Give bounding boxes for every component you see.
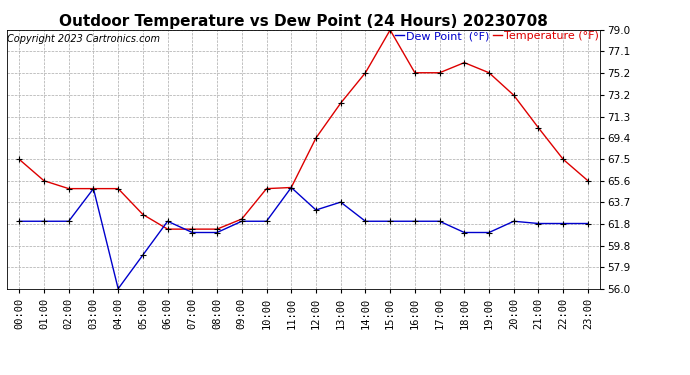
Temperature (°F) <box>435 70 444 75</box>
Dew Point  (°F) <box>485 230 493 235</box>
Dew Point  (°F) <box>139 253 147 257</box>
Dew Point  (°F) <box>213 230 221 235</box>
Temperature (°F) <box>337 101 345 105</box>
Temperature (°F) <box>164 227 172 231</box>
Temperature (°F) <box>65 186 73 191</box>
Dew Point  (°F) <box>386 219 394 224</box>
Dew Point  (°F) <box>411 219 419 224</box>
Dew Point  (°F) <box>15 219 23 224</box>
Temperature (°F) <box>114 186 122 191</box>
Dew Point  (°F) <box>262 219 270 224</box>
Dew Point  (°F) <box>237 219 246 224</box>
Dew Point  (°F) <box>460 230 469 235</box>
Temperature (°F) <box>262 186 270 191</box>
Dew Point  (°F) <box>65 219 73 224</box>
Dew Point  (°F) <box>337 200 345 204</box>
Temperature (°F) <box>460 60 469 65</box>
Dew Point  (°F) <box>114 286 122 291</box>
Temperature (°F) <box>534 126 542 130</box>
Dew Point  (°F) <box>510 219 518 224</box>
Temperature (°F) <box>485 70 493 75</box>
Dew Point  (°F) <box>89 186 97 191</box>
Temperature (°F) <box>188 227 197 231</box>
Dew Point  (°F) <box>559 221 567 226</box>
Temperature (°F) <box>40 178 48 183</box>
Dew Point  (°F) <box>188 230 197 235</box>
Temperature (°F) <box>312 136 320 140</box>
Temperature (°F) <box>287 185 295 190</box>
Dew Point  (°F) <box>362 219 370 224</box>
Dew Point  (°F) <box>584 221 592 226</box>
Legend: Dew Point  (°F), Temperature (°F): Dew Point (°F), Temperature (°F) <box>395 31 599 41</box>
Text: Copyright 2023 Cartronics.com: Copyright 2023 Cartronics.com <box>7 34 160 44</box>
Temperature (°F) <box>362 70 370 75</box>
Dew Point  (°F) <box>287 185 295 190</box>
Dew Point  (°F) <box>40 219 48 224</box>
Line: Temperature (°F): Temperature (°F) <box>17 27 591 232</box>
Temperature (°F) <box>386 28 394 32</box>
Temperature (°F) <box>237 217 246 221</box>
Temperature (°F) <box>89 186 97 191</box>
Temperature (°F) <box>584 178 592 183</box>
Line: Dew Point  (°F): Dew Point (°F) <box>17 185 591 291</box>
Temperature (°F) <box>213 227 221 231</box>
Temperature (°F) <box>411 70 419 75</box>
Temperature (°F) <box>510 93 518 98</box>
Dew Point  (°F) <box>534 221 542 226</box>
Temperature (°F) <box>139 212 147 217</box>
Dew Point  (°F) <box>164 219 172 224</box>
Title: Outdoor Temperature vs Dew Point (24 Hours) 20230708: Outdoor Temperature vs Dew Point (24 Hou… <box>59 14 548 29</box>
Temperature (°F) <box>559 157 567 162</box>
Dew Point  (°F) <box>435 219 444 224</box>
Temperature (°F) <box>15 157 23 162</box>
Dew Point  (°F) <box>312 208 320 212</box>
